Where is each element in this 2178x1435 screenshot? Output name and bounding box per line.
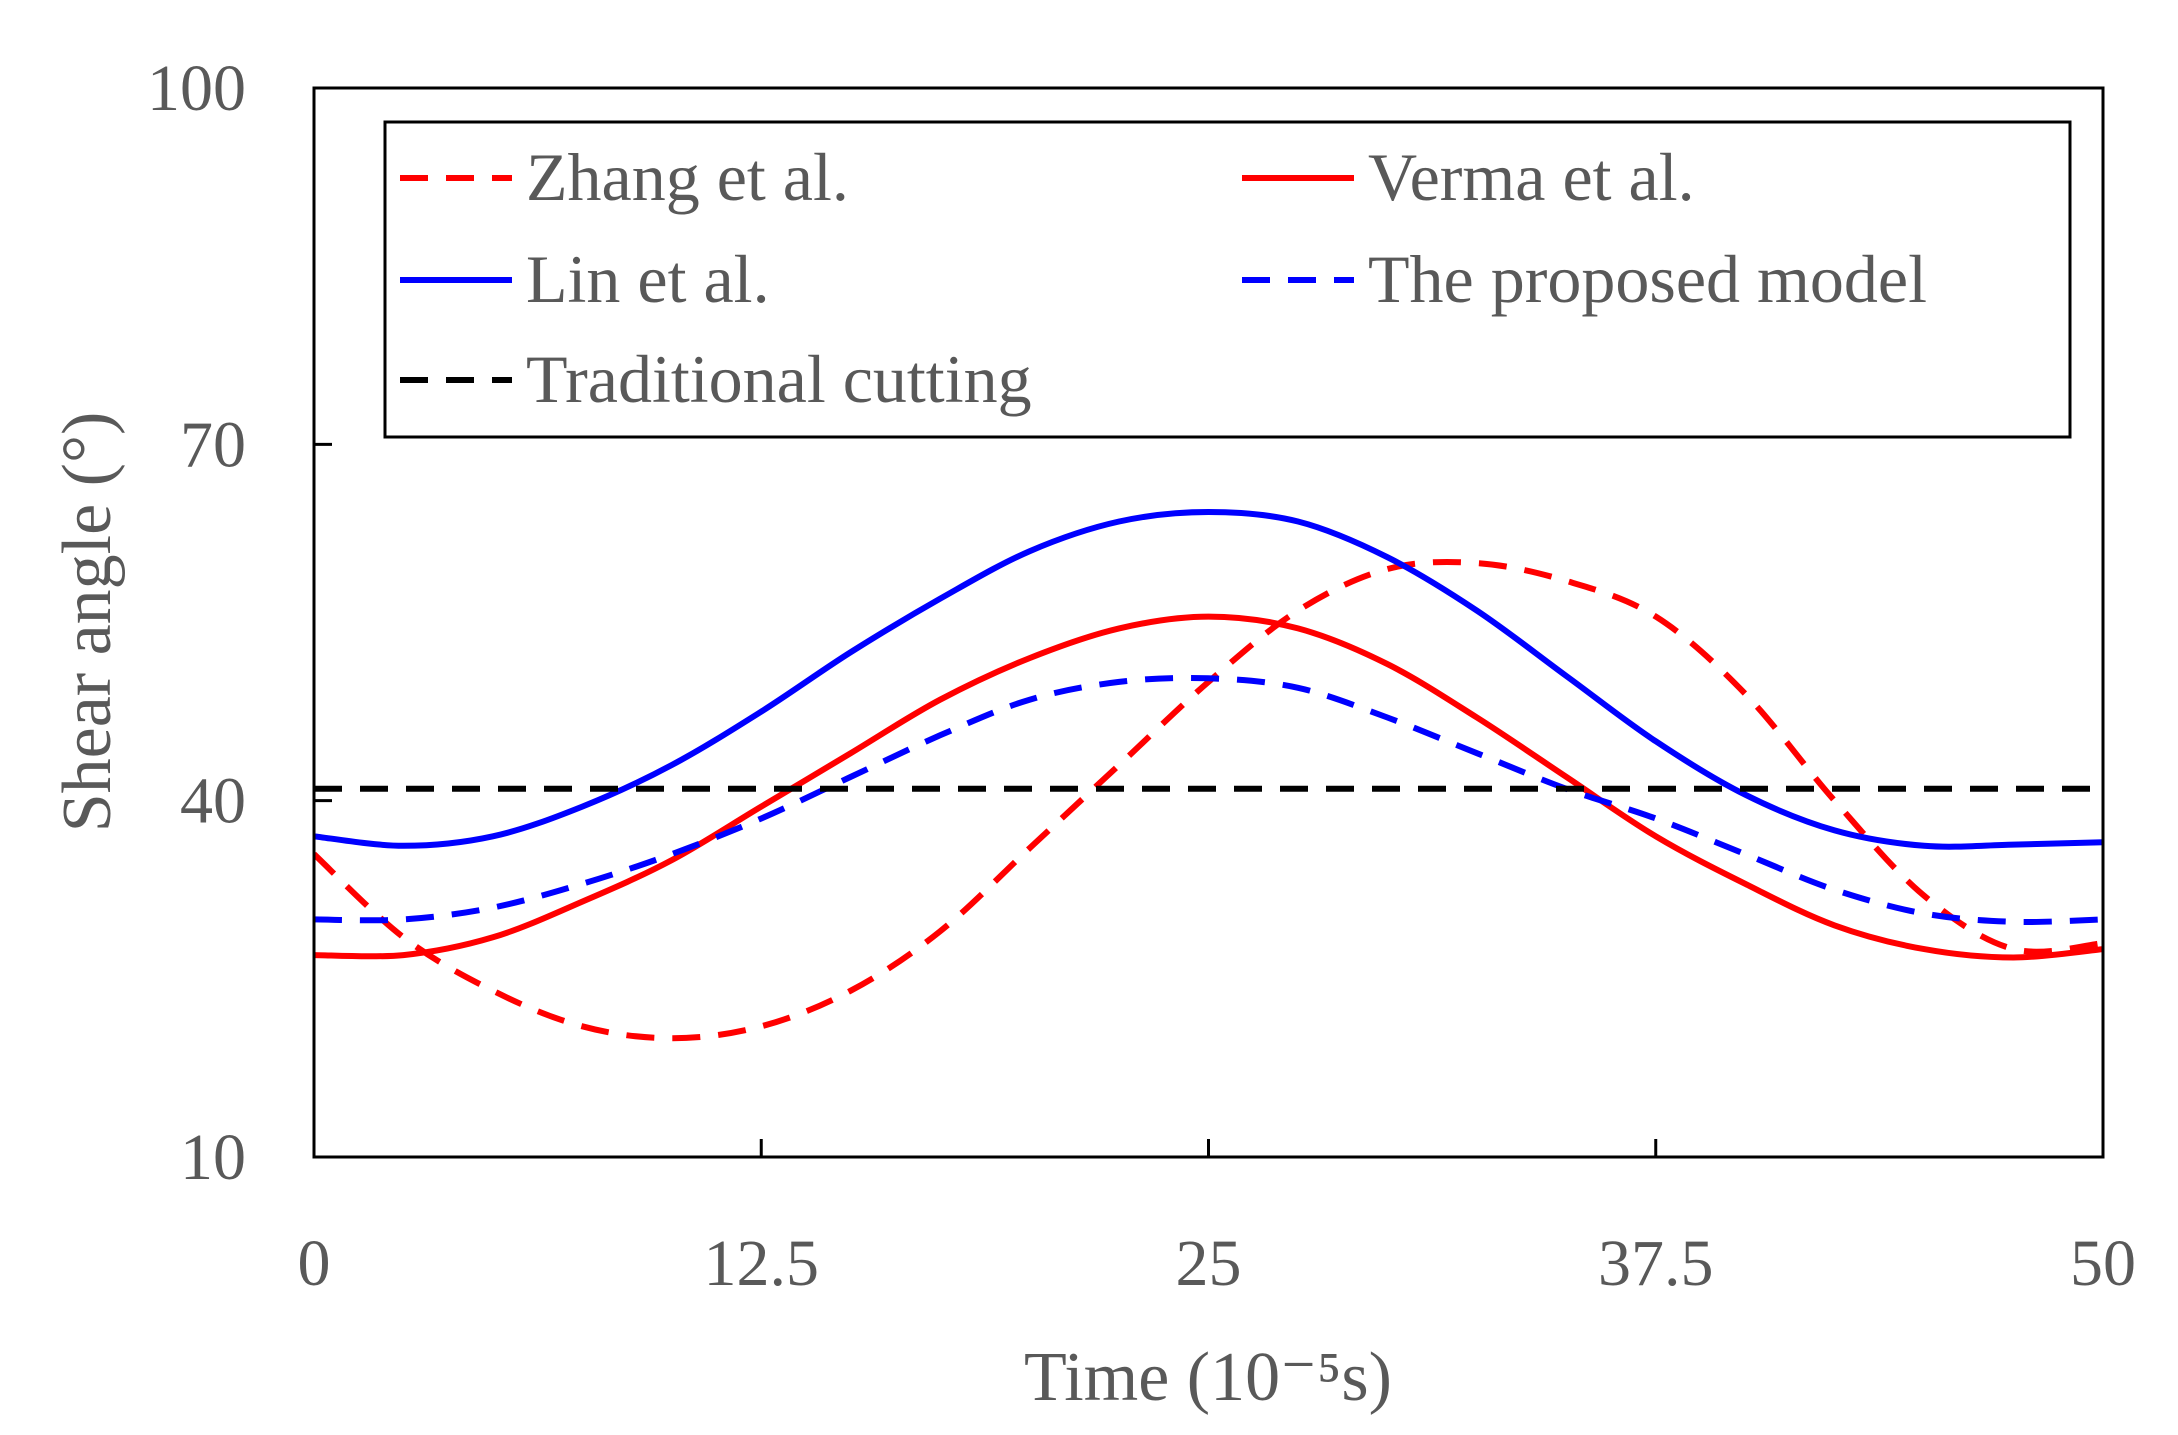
series-line-zhang-et-al [314, 558, 2103, 1042]
y-axis-title: Shear angle (°) [49, 412, 126, 833]
legend-label-the-proposed-model: The proposed model [1368, 241, 1927, 317]
axis-tick-labels: 0 12.5 25 37.5 50 10 40 70 100 [147, 52, 2136, 1300]
series-line-the-proposed-model [314, 674, 2103, 925]
x-axis-title: Time (10⁻⁵s) [1024, 1339, 1392, 1416]
legend-label-traditional-cutting: Traditional cutting [526, 341, 1032, 417]
legend-label-verma-et-al: Verma et al. [1368, 139, 1695, 215]
x-tick-label: 25 [1176, 1227, 1242, 1300]
y-tick-label: 40 [180, 765, 246, 838]
x-tick-label: 12.5 [704, 1227, 820, 1300]
y-tick-label: 100 [147, 52, 246, 125]
x-tick-label: 37.5 [1598, 1227, 1714, 1300]
y-tick-label: 10 [180, 1121, 246, 1194]
y-tick-label: 70 [180, 408, 246, 481]
series-line-lin-et-al [314, 508, 2103, 850]
legend-frame [383, 120, 2072, 439]
x-tick-label: 50 [2070, 1227, 2136, 1300]
legend-label-zhang-et-al: Zhang et al. [526, 139, 849, 215]
series-line-verma-et-al [314, 613, 2103, 961]
x-tick-label: 0 [298, 1227, 331, 1300]
legend: Zhang et al. Verma et al. Lin et al. The pr… [383, 120, 2072, 439]
axis-ticks [312, 86, 2105, 1159]
legend-label-lin-et-al: Lin et al. [526, 241, 770, 317]
series-layer [314, 508, 2103, 1042]
